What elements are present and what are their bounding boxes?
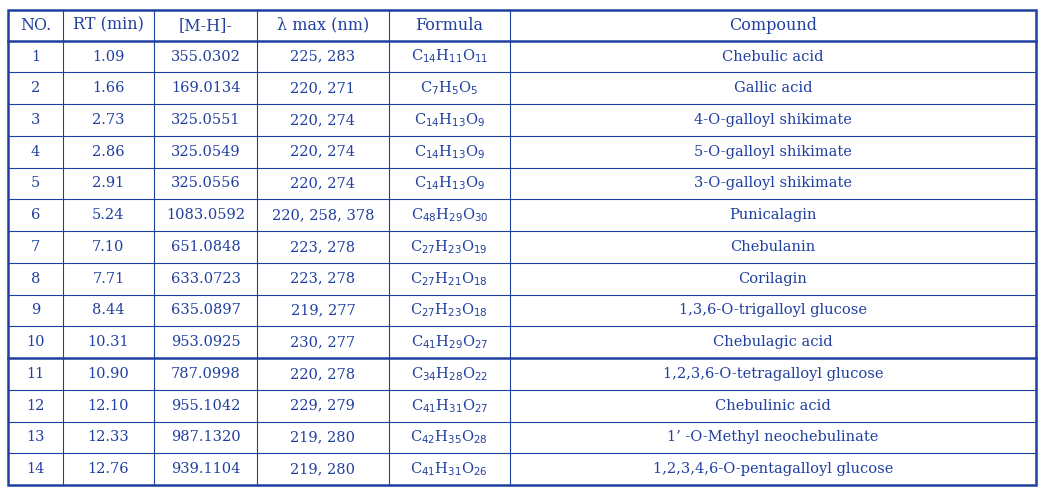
Text: [M-H]-: [M-H]- xyxy=(179,17,233,34)
Text: 220, 274: 220, 274 xyxy=(290,176,355,190)
Text: 220, 274: 220, 274 xyxy=(290,113,355,127)
Text: $\mathregular{C}_{14}\mathregular{H}_{13}\mathregular{O}_{9}$: $\mathregular{C}_{14}\mathregular{H}_{13… xyxy=(413,175,484,192)
Text: $\mathregular{C}_{14}\mathregular{H}_{13}\mathregular{O}_{9}$: $\mathregular{C}_{14}\mathregular{H}_{13… xyxy=(413,143,484,161)
Text: 219, 280: 219, 280 xyxy=(290,430,355,444)
Text: $\mathregular{C}_{41}\mathregular{H}_{29}\mathregular{O}_{27}$: $\mathregular{C}_{41}\mathregular{H}_{29… xyxy=(410,333,488,351)
Text: RT (min): RT (min) xyxy=(73,17,144,34)
Text: Corilagin: Corilagin xyxy=(738,272,807,285)
Text: Chebulic acid: Chebulic acid xyxy=(722,49,824,64)
Text: 8.44: 8.44 xyxy=(92,303,124,317)
Text: 220, 258, 378: 220, 258, 378 xyxy=(271,208,374,222)
Text: 230, 277: 230, 277 xyxy=(290,335,356,349)
Text: $\mathregular{C}_{34}\mathregular{H}_{28}\mathregular{O}_{22}$: $\mathregular{C}_{34}\mathregular{H}_{28… xyxy=(410,365,488,383)
Text: 12.33: 12.33 xyxy=(88,430,129,444)
Text: 14: 14 xyxy=(26,462,45,476)
Text: 2: 2 xyxy=(31,81,40,95)
Text: $\mathregular{C}_{27}\mathregular{H}_{23}\mathregular{O}_{18}$: $\mathregular{C}_{27}\mathregular{H}_{23… xyxy=(410,302,489,319)
Text: 4: 4 xyxy=(31,145,40,159)
Text: 1: 1 xyxy=(31,49,40,64)
Text: 10: 10 xyxy=(26,335,45,349)
Text: 987.1320: 987.1320 xyxy=(171,430,240,444)
Text: 325.0549: 325.0549 xyxy=(171,145,240,159)
Text: $\mathregular{C}_{41}\mathregular{H}_{31}\mathregular{O}_{26}$: $\mathregular{C}_{41}\mathregular{H}_{31… xyxy=(410,460,489,478)
Text: 1’ -O-Methyl neochebulinate: 1’ -O-Methyl neochebulinate xyxy=(667,430,879,444)
Text: Chebulanin: Chebulanin xyxy=(731,240,815,254)
Text: 12.10: 12.10 xyxy=(88,399,129,413)
Text: $\mathregular{C}_{27}\mathregular{H}_{23}\mathregular{O}_{19}$: $\mathregular{C}_{27}\mathregular{H}_{23… xyxy=(410,238,489,256)
Text: Punicalagin: Punicalagin xyxy=(729,208,816,222)
Text: 787.0998: 787.0998 xyxy=(170,367,240,381)
Text: 355.0302: 355.0302 xyxy=(170,49,240,64)
Text: 635.0897: 635.0897 xyxy=(170,303,240,317)
Text: 220, 271: 220, 271 xyxy=(290,81,355,95)
Text: 1,2,3,6-O-tetragalloyl glucose: 1,2,3,6-O-tetragalloyl glucose xyxy=(663,367,883,381)
Text: 651.0848: 651.0848 xyxy=(170,240,240,254)
Text: 229, 279: 229, 279 xyxy=(290,399,355,413)
Text: 325.0551: 325.0551 xyxy=(171,113,240,127)
Text: 219, 280: 219, 280 xyxy=(290,462,355,476)
Text: 12: 12 xyxy=(26,399,45,413)
Text: 1.66: 1.66 xyxy=(92,81,124,95)
Text: λ max (nm): λ max (nm) xyxy=(277,17,369,34)
Text: 2.91: 2.91 xyxy=(92,176,124,190)
Text: 1083.0592: 1083.0592 xyxy=(166,208,245,222)
Text: 3-O-galloyl shikimate: 3-O-galloyl shikimate xyxy=(694,176,852,190)
Text: 3: 3 xyxy=(30,113,40,127)
Text: Formula: Formula xyxy=(416,17,483,34)
Text: 1.09: 1.09 xyxy=(92,49,124,64)
Text: 7.10: 7.10 xyxy=(92,240,124,254)
Text: 2.86: 2.86 xyxy=(92,145,124,159)
Text: 2.73: 2.73 xyxy=(92,113,124,127)
Text: $\mathregular{C}_{27}\mathregular{H}_{21}\mathregular{O}_{18}$: $\mathregular{C}_{27}\mathregular{H}_{21… xyxy=(410,270,489,287)
Text: 5.24: 5.24 xyxy=(92,208,124,222)
Text: 13: 13 xyxy=(26,430,45,444)
Text: 220, 278: 220, 278 xyxy=(290,367,356,381)
Text: 6: 6 xyxy=(30,208,40,222)
Text: 10.31: 10.31 xyxy=(88,335,129,349)
Text: 4-O-galloyl shikimate: 4-O-galloyl shikimate xyxy=(694,113,852,127)
Text: 955.1042: 955.1042 xyxy=(171,399,240,413)
Text: Gallic acid: Gallic acid xyxy=(734,81,812,95)
Text: 9: 9 xyxy=(31,303,40,317)
Text: $\mathregular{C}_{14}\mathregular{H}_{11}\mathregular{O}_{11}$: $\mathregular{C}_{14}\mathregular{H}_{11… xyxy=(410,48,488,66)
Text: 220, 274: 220, 274 xyxy=(290,145,355,159)
Text: 169.0134: 169.0134 xyxy=(171,81,240,95)
Text: $\mathregular{C}_{41}\mathregular{H}_{31}\mathregular{O}_{27}$: $\mathregular{C}_{41}\mathregular{H}_{31… xyxy=(410,397,488,415)
Text: 633.0723: 633.0723 xyxy=(170,272,240,285)
Text: 1,2,3,4,6-O-pentagalloyl glucose: 1,2,3,4,6-O-pentagalloyl glucose xyxy=(652,462,894,476)
Text: 7.71: 7.71 xyxy=(92,272,124,285)
Text: 953.0925: 953.0925 xyxy=(171,335,240,349)
Text: NO.: NO. xyxy=(20,17,51,34)
Text: 219, 277: 219, 277 xyxy=(290,303,355,317)
Text: 8: 8 xyxy=(30,272,40,285)
Text: $\mathregular{C}_{42}\mathregular{H}_{35}\mathregular{O}_{28}$: $\mathregular{C}_{42}\mathregular{H}_{35… xyxy=(410,428,489,446)
Text: 12.76: 12.76 xyxy=(88,462,129,476)
Text: 11: 11 xyxy=(26,367,45,381)
Text: 223, 278: 223, 278 xyxy=(290,240,356,254)
Text: 225, 283: 225, 283 xyxy=(290,49,356,64)
Text: 1,3,6-O-trigalloyl glucose: 1,3,6-O-trigalloyl glucose xyxy=(679,303,867,317)
Text: 10.90: 10.90 xyxy=(88,367,129,381)
Text: Compound: Compound xyxy=(729,17,817,34)
Text: $\mathregular{C}_{48}\mathregular{H}_{29}\mathregular{O}_{30}$: $\mathregular{C}_{48}\mathregular{H}_{29… xyxy=(410,207,488,224)
Text: 5-O-galloyl shikimate: 5-O-galloyl shikimate xyxy=(694,145,852,159)
Text: 939.1104: 939.1104 xyxy=(171,462,240,476)
Text: 325.0556: 325.0556 xyxy=(170,176,240,190)
Text: 5: 5 xyxy=(31,176,40,190)
Text: 223, 278: 223, 278 xyxy=(290,272,356,285)
Text: 7: 7 xyxy=(31,240,40,254)
Text: Chebulinic acid: Chebulinic acid xyxy=(715,399,831,413)
Text: $\mathregular{C}_{14}\mathregular{H}_{13}\mathregular{O}_{9}$: $\mathregular{C}_{14}\mathregular{H}_{13… xyxy=(413,111,484,129)
Text: Chebulagic acid: Chebulagic acid xyxy=(713,335,833,349)
Text: $\mathregular{C}_{7}\mathregular{H}_{5}\mathregular{O}_{5}$: $\mathregular{C}_{7}\mathregular{H}_{5}\… xyxy=(421,79,478,97)
